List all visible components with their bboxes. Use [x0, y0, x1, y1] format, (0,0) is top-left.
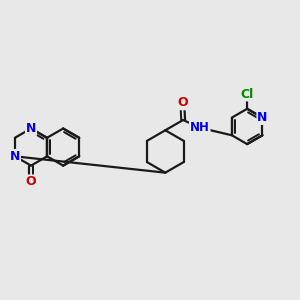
Text: N: N: [10, 150, 20, 163]
Text: O: O: [26, 175, 36, 188]
Text: N: N: [26, 122, 36, 135]
Text: Cl: Cl: [241, 88, 254, 100]
Text: N: N: [257, 111, 268, 124]
Text: O: O: [177, 96, 188, 110]
Text: NH: NH: [190, 121, 210, 134]
